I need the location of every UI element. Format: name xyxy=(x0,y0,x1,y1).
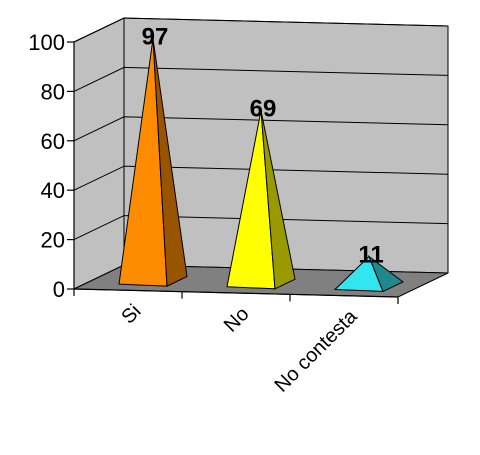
data-labels: 97 69 11 xyxy=(142,24,384,269)
pyramid-bar xyxy=(118,38,188,287)
x-tick-label: Si xyxy=(117,300,145,328)
y-tick-label: 40 xyxy=(41,178,65,203)
x-axis-line xyxy=(73,288,399,298)
pyramid-bar xyxy=(333,255,404,293)
y-tick-label: 80 xyxy=(41,79,65,104)
x-tick-label: No xyxy=(220,303,254,337)
gridline xyxy=(73,116,449,142)
y-tick-label: 20 xyxy=(41,228,65,253)
gridlines xyxy=(73,17,449,241)
y-axis-ticks: 0 20 40 60 80 100 xyxy=(28,30,65,302)
x-tick-label: No contesta xyxy=(271,305,363,397)
data-label: 97 xyxy=(142,24,169,51)
x-axis-labels: Si No No contesta xyxy=(117,300,362,396)
axes xyxy=(67,41,399,304)
y-tick-label: 0 xyxy=(53,277,65,302)
pyramid-bars xyxy=(118,38,404,293)
gridline xyxy=(73,215,449,241)
side-wall xyxy=(73,17,125,290)
pyramid-side-face xyxy=(152,38,188,287)
y-tick-label: 100 xyxy=(28,30,65,55)
gridline xyxy=(73,17,449,43)
pyramid-side-face xyxy=(367,255,404,293)
data-label: 69 xyxy=(250,96,277,123)
gridline xyxy=(73,66,449,92)
pyramid-side-face xyxy=(260,110,296,290)
y-tick-label: 60 xyxy=(41,129,65,154)
data-label: 11 xyxy=(358,241,383,268)
pyramid-bar xyxy=(226,110,296,290)
gridline xyxy=(73,165,449,191)
